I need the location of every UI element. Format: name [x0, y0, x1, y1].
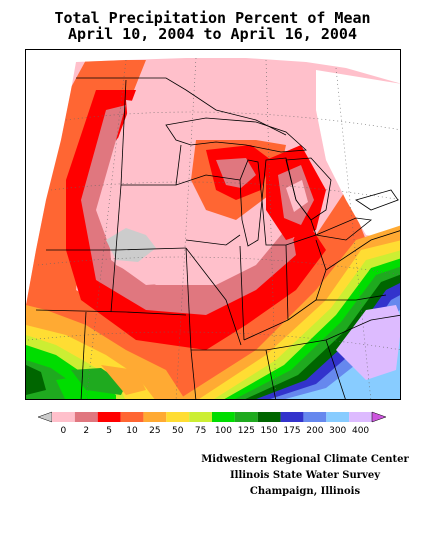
legend-tick-label: 50 [172, 426, 184, 436]
map-canvas [26, 57, 400, 399]
credits-line-1: Midwestern Regional Climate Center [201, 454, 409, 465]
credits: Midwestern Regional Climate Center Illin… [200, 452, 410, 500]
legend-swatch [189, 412, 212, 422]
map-title-line-1: Total Precipitation Percent of Mean [54, 9, 371, 27]
legend-tick-label: 300 [329, 426, 346, 436]
map-title-line-2: April 10, 2004 to April 16, 2004 [68, 25, 357, 43]
legend-tick-label: 175 [283, 426, 300, 436]
legend-swatch [120, 412, 144, 422]
legend-swatch [52, 412, 75, 422]
legend-scale: 0 2 5 10 25 50 75 100 125 150 175 200 300 400 [37, 411, 387, 436]
precipitation-map [25, 49, 401, 400]
legend-swatch [212, 412, 235, 422]
credits-line-2: Illinois State Water Survey [229, 470, 381, 481]
legend-swatch [326, 412, 350, 422]
legend-tick-label: 2 [83, 426, 89, 436]
precipitation-field [26, 58, 400, 399]
legend-swatch [166, 412, 190, 422]
map-title: Total Precipitation Percent of Mean Apri… [0, 10, 425, 42]
legend-swatch [234, 412, 258, 422]
credits-line-3: Champaign, Illinois [249, 486, 361, 497]
legend-swatch [97, 412, 121, 422]
legend-swatch [257, 412, 281, 422]
state-boundaries [35, 77, 400, 399]
legend-swatch [143, 412, 167, 422]
graticule [27, 57, 400, 399]
legend-tick-label: 10 [126, 426, 138, 436]
legend-swatch [74, 412, 98, 422]
legend-swatch [349, 412, 372, 422]
legend-tick-label: 125 [238, 426, 255, 436]
legend-above-arrow [371, 411, 387, 423]
legend-tick-label: 75 [195, 426, 206, 436]
legend-tick-label: 25 [149, 426, 160, 436]
legend-below-arrow [37, 411, 53, 423]
legend-tick-label: 0 [61, 426, 67, 436]
legend-tick-label: 200 [306, 426, 323, 436]
legend-tick-label: 5 [106, 426, 112, 436]
legend-swatch [303, 412, 327, 422]
legend-swatch [280, 412, 304, 422]
legend-tick-label: 100 [215, 426, 232, 436]
legend-tick-label: 400 [352, 426, 369, 436]
color-legend: 0 2 5 10 25 50 75 100 125 150 175 200 300 400 [0, 408, 425, 438]
legend-tick-label: 150 [261, 426, 278, 436]
